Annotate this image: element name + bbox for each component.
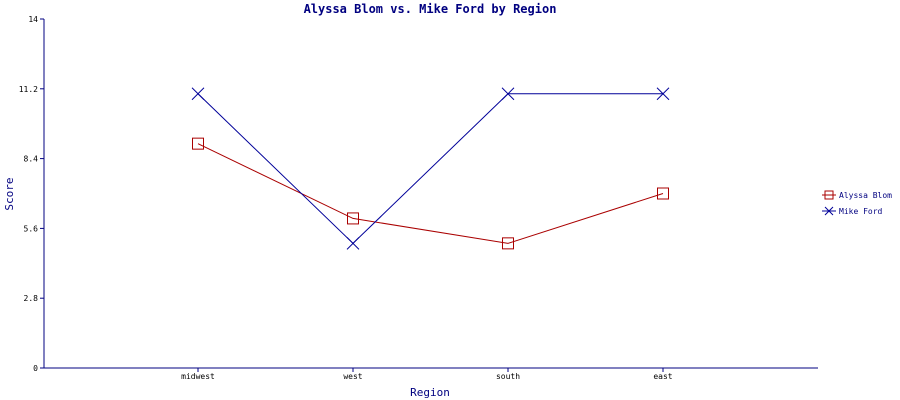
y-tick-label: 0: [33, 364, 38, 373]
data-point-alyssa-blom-west: [347, 212, 359, 225]
series-group: [191, 87, 670, 250]
legend-label: Alyssa Blom: [839, 191, 892, 200]
legend-item-alyssa-blom: Alyssa Blom: [822, 190, 892, 200]
y-tick-label: 8.4: [24, 155, 39, 164]
data-point-mike-ford-west: [346, 237, 360, 250]
x-tick-label: south: [496, 372, 520, 381]
legend-item-mike-ford: Mike Ford: [822, 206, 883, 216]
x-tick-label: midwest: [181, 372, 215, 381]
legend-marker-square-icon: [824, 190, 834, 200]
data-point-alyssa-blom-midwest: [192, 137, 204, 150]
x-tick-label: west: [343, 372, 362, 381]
data-point-mike-ford-east: [656, 87, 670, 101]
data-point-mike-ford-midwest: [191, 87, 205, 101]
legend: Alyssa Blom Mike Ford: [822, 190, 892, 216]
chart-title: Alyssa Blom vs. Mike Ford by Region: [304, 2, 557, 16]
series-line-alyssa-blom: [197, 143, 664, 244]
y-tick-label: 14: [28, 15, 38, 24]
y-tick-label: 2.8: [24, 294, 39, 303]
legend-label: Mike Ford: [839, 207, 883, 216]
y-tick-label: 11.2: [19, 85, 38, 94]
y-axis-label: Score: [3, 177, 16, 210]
data-point-alyssa-blom-south: [502, 237, 514, 250]
y-axis-ticks: 0 2.8 5.6 8.4 11.2 14: [19, 15, 44, 373]
series-line-mike-ford: [197, 93, 663, 245]
legend-marker-x-icon: [824, 206, 834, 216]
x-axis-ticks: midwest west south east: [181, 368, 673, 381]
data-point-alyssa-blom-east: [657, 187, 669, 200]
x-axis-label: Region: [410, 386, 450, 399]
y-tick-label: 5.6: [24, 224, 39, 233]
x-tick-label: east: [653, 372, 672, 381]
data-point-mike-ford-south: [501, 87, 515, 101]
